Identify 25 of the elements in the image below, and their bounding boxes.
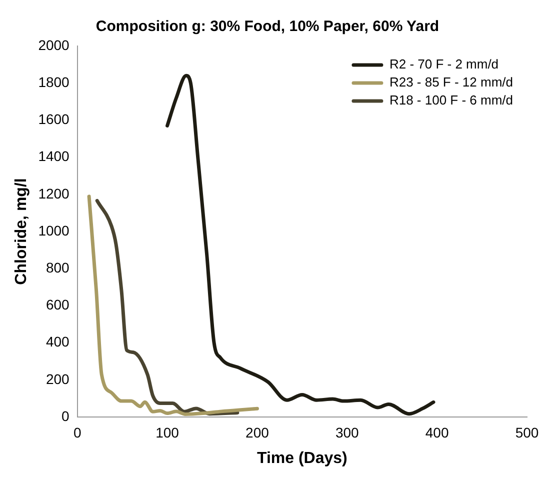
- x-axis-title: Time (Days): [256, 450, 348, 467]
- x-tick-label: 500: [515, 424, 539, 440]
- x-tick-label: 0: [73, 424, 82, 440]
- chart-title: Composition g: 30% Food, 10% Paper, 60% Yard: [96, 18, 440, 36]
- y-tick-label: 1200: [38, 185, 70, 202]
- legend-label: R23 - 85 F - 12 mm/d: [389, 74, 514, 90]
- y-tick-label: 1800: [38, 74, 70, 90]
- y-tick-label: 800: [46, 259, 70, 276]
- legend-label: R18 - 100 F - 6 mm/d: [389, 92, 514, 108]
- y-tick-label: 200: [46, 370, 70, 387]
- y-axis-title: Chloride, mg/l: [13, 178, 30, 285]
- y-tick-label: 1400: [38, 148, 70, 164]
- y-tick-label: 400: [46, 334, 70, 350]
- y-tick-label: 0: [62, 408, 70, 424]
- y-tick-label: 1600: [38, 111, 70, 128]
- line-series: [95, 198, 240, 416]
- x-tick-label: 400: [425, 424, 449, 440]
- y-tick-label: 2000: [38, 36, 70, 53]
- legend-label: R2 - 70 F - 2 mm/d: [389, 56, 499, 72]
- line-series: [87, 194, 259, 416]
- y-tick-label: 1000: [38, 222, 70, 238]
- y-tick-label: 600: [46, 296, 70, 313]
- x-tick-label: 100: [156, 424, 180, 440]
- x-tick-label: 300: [335, 424, 360, 440]
- x-tick-label: 200: [246, 424, 270, 440]
